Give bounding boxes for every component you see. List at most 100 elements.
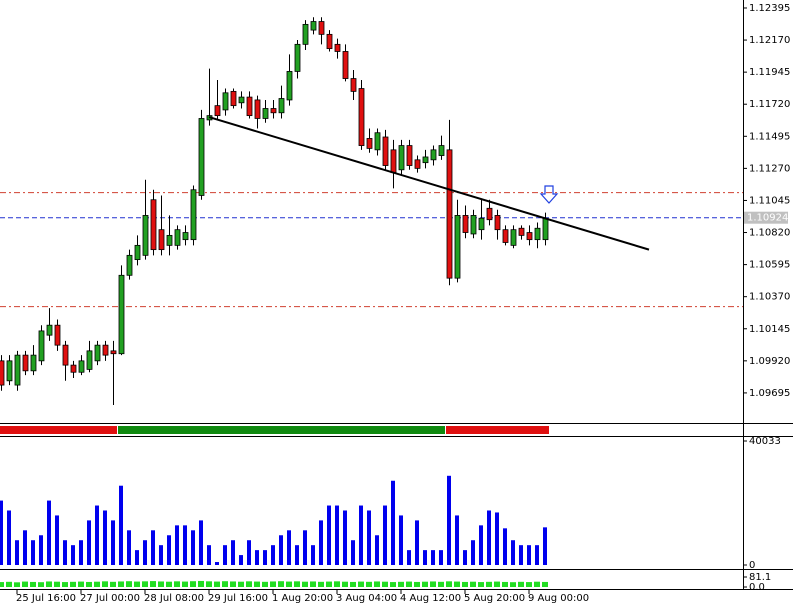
bar — [422, 581, 428, 587]
bar — [255, 550, 259, 565]
candle-body — [478, 217, 485, 231]
candle-body — [30, 354, 37, 372]
bar — [111, 520, 115, 565]
bar — [222, 581, 228, 587]
bar — [190, 581, 196, 587]
bar — [471, 540, 475, 565]
candle-body — [134, 244, 141, 261]
bar — [406, 581, 412, 587]
candle-body — [22, 354, 29, 372]
candle-body — [14, 354, 21, 386]
bar — [470, 581, 476, 587]
bar — [423, 550, 427, 565]
bar — [374, 581, 380, 587]
bar — [135, 550, 139, 565]
bar — [383, 505, 387, 565]
candle-body — [326, 33, 333, 50]
x-tick-label: 5 Aug 20:00 — [464, 593, 525, 604]
bar — [70, 581, 76, 587]
candle-body — [422, 156, 429, 164]
candle-body — [366, 138, 373, 149]
bar — [199, 520, 203, 565]
bar — [143, 540, 147, 565]
y-tick-label: 1.10145 — [749, 324, 790, 335]
y-tick-label: 1.11945 — [749, 67, 790, 78]
bar — [54, 581, 60, 587]
bar — [326, 581, 332, 587]
bar — [510, 582, 516, 587]
bar — [343, 510, 347, 565]
bar — [438, 581, 444, 587]
bar — [87, 520, 91, 565]
bar — [247, 540, 251, 565]
y-tick-label: 81.1 — [749, 572, 771, 583]
bar — [38, 582, 44, 587]
bar — [319, 520, 323, 565]
bar — [303, 530, 307, 565]
bar — [22, 581, 28, 587]
candle-body — [446, 149, 453, 279]
bar — [494, 581, 500, 587]
candle-body — [238, 96, 245, 104]
bar — [0, 582, 4, 587]
candle-body — [462, 215, 469, 233]
x-tick-label: 1 Aug 20:00 — [272, 593, 333, 604]
bar — [39, 535, 43, 565]
bar — [6, 581, 12, 587]
bar — [543, 527, 547, 565]
bar — [407, 550, 411, 565]
candle-body — [6, 360, 13, 382]
candle-body — [270, 108, 277, 114]
bar — [447, 475, 451, 565]
bar — [167, 535, 171, 565]
bar — [335, 505, 339, 565]
bar — [174, 581, 180, 587]
x-tick-label: 4 Aug 12:00 — [400, 593, 461, 604]
bar — [95, 505, 99, 565]
y-tick-label: 1.11045 — [749, 195, 790, 206]
signal-arrow — [539, 185, 559, 204]
bar — [151, 530, 155, 565]
bar — [30, 581, 36, 587]
bar — [542, 581, 548, 587]
bar — [271, 545, 275, 565]
bar — [382, 581, 388, 587]
bar — [47, 500, 51, 565]
bar — [63, 540, 67, 565]
bar — [166, 581, 172, 587]
bar — [526, 582, 532, 587]
bar — [311, 545, 315, 565]
bar — [182, 581, 188, 587]
bar — [103, 510, 107, 565]
candle-body — [190, 189, 197, 241]
bar — [334, 581, 340, 587]
candle-body — [142, 215, 149, 256]
bar — [463, 550, 467, 565]
candle-body — [518, 227, 525, 236]
bar — [150, 581, 156, 587]
bar — [399, 515, 403, 565]
bar — [0, 500, 3, 565]
bar — [302, 581, 308, 587]
y-tick-label: 40033 — [749, 436, 781, 447]
bar — [270, 581, 276, 587]
bar — [350, 581, 356, 587]
candle-body — [454, 215, 461, 279]
candle-body — [166, 234, 173, 246]
bar — [535, 545, 539, 565]
bar — [102, 581, 108, 587]
candle-body — [246, 96, 253, 117]
candle-body — [62, 344, 69, 366]
bar — [359, 505, 363, 565]
candle-body — [486, 207, 493, 221]
candle-body — [78, 360, 85, 373]
bar — [15, 540, 19, 565]
x-tick-label: 25 Jul 16:00 — [16, 593, 76, 604]
bar — [46, 581, 52, 587]
bar — [134, 581, 140, 587]
candle-body — [182, 232, 189, 241]
bar — [367, 510, 371, 565]
candle-body — [502, 229, 509, 243]
bar — [31, 540, 35, 565]
x-tick-label: 27 Jul 00:00 — [80, 593, 140, 604]
